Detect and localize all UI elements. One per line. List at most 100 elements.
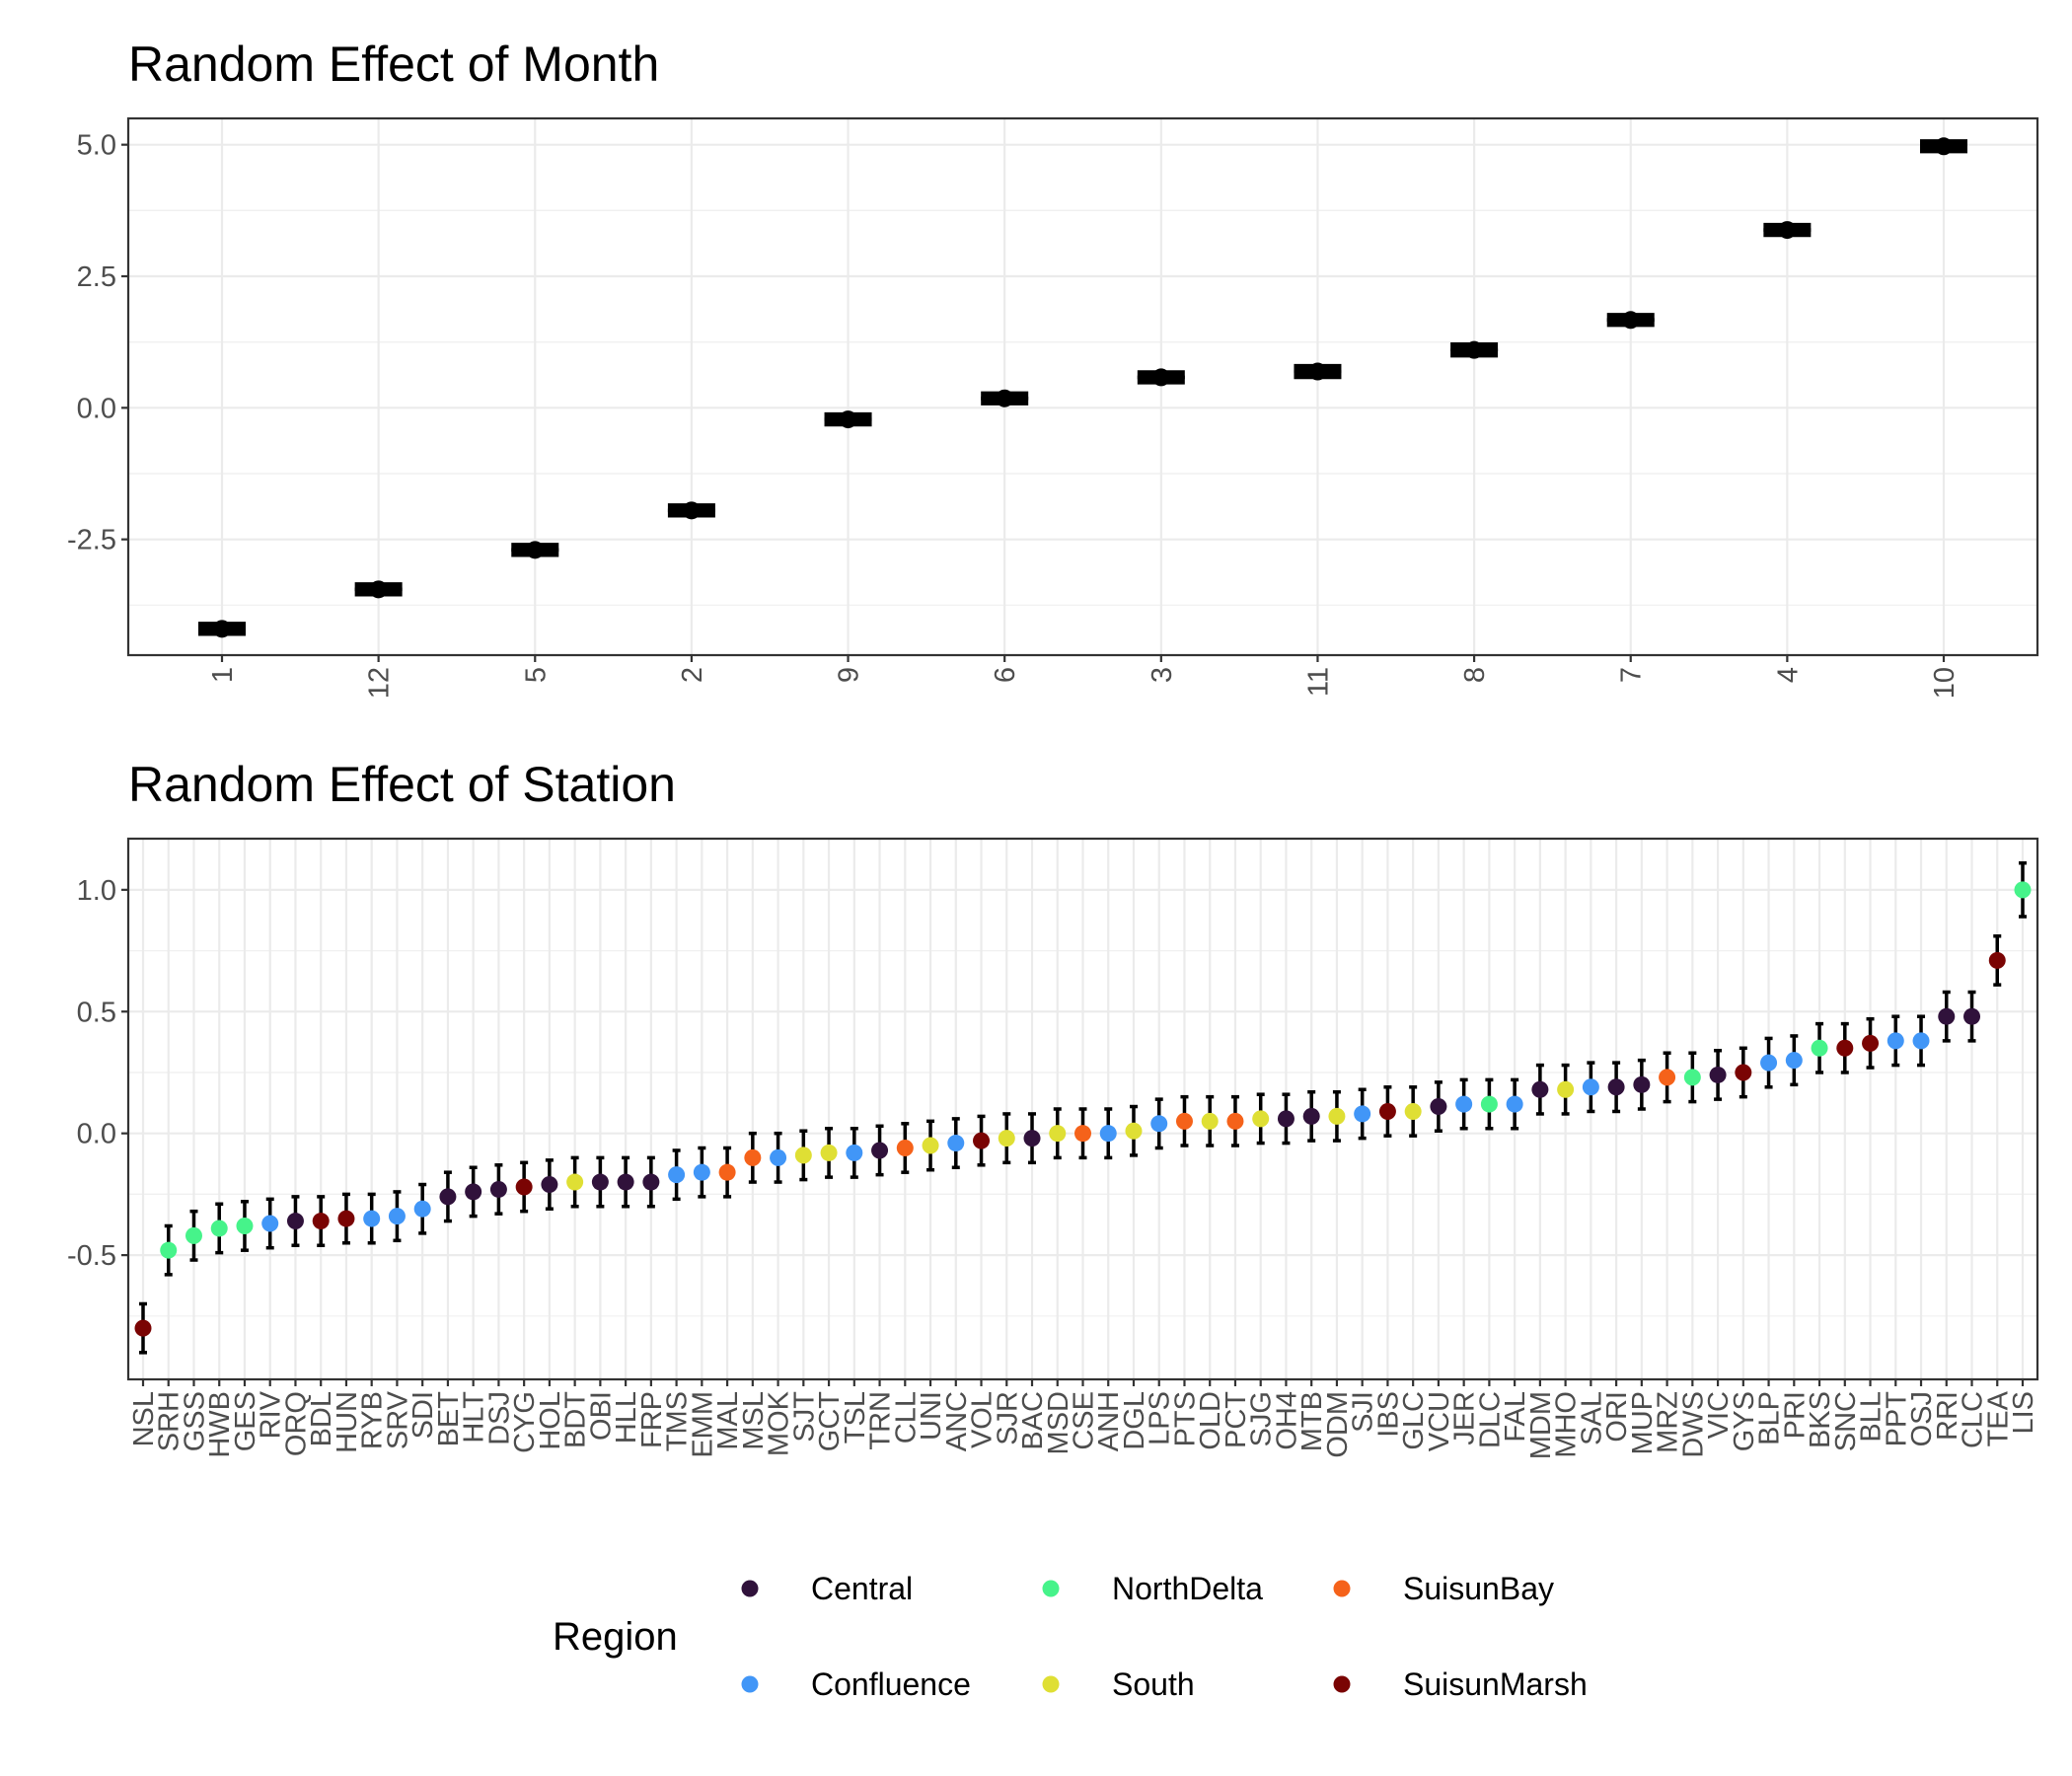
data-point-BKS — [1811, 1039, 1828, 1057]
legend-key-SuisunMarsh — [1333, 1675, 1351, 1693]
data-point-ANC — [947, 1135, 965, 1152]
x-tick-label: GCT — [814, 1391, 846, 1452]
data-point-SNC — [1836, 1039, 1854, 1057]
y-tick-label: 2.5 — [77, 261, 116, 293]
data-point-BAC — [1023, 1130, 1041, 1147]
data-point-TEA — [1988, 951, 2006, 969]
station-chart-title: Random Effect of Station — [128, 757, 676, 812]
data-point-TSL — [846, 1144, 863, 1161]
data-point-SRH — [160, 1241, 178, 1259]
x-tick-label: BDL — [306, 1391, 337, 1446]
x-tick-label: VIC — [1703, 1391, 1735, 1439]
data-point-MRZ — [1659, 1069, 1676, 1086]
data-point-DSJ — [489, 1180, 507, 1198]
x-tick-label: MUP — [1627, 1391, 1659, 1454]
data-point-OSJ — [1912, 1032, 1930, 1050]
x-tick-label: 9 — [834, 667, 865, 683]
data-point-9 — [839, 410, 857, 429]
x-tick-label: CYG — [509, 1391, 541, 1453]
x-tick-label: PCT — [1221, 1391, 1252, 1448]
plot-background — [128, 118, 2037, 655]
data-point-VOL — [973, 1132, 991, 1149]
x-tick-label: RYB — [357, 1391, 389, 1449]
data-point-GLC — [1404, 1102, 1422, 1120]
x-tick-label: BAC — [1017, 1391, 1049, 1450]
legend-label-NorthDelta: NorthDelta — [1112, 1571, 1263, 1606]
x-tick-label: 4 — [1772, 667, 1804, 683]
x-tick-label: PTS — [1169, 1391, 1201, 1446]
data-point-VCU — [1430, 1098, 1447, 1116]
data-point-SJT — [794, 1147, 812, 1164]
x-tick-label: LIS — [2008, 1391, 2039, 1435]
x-tick-label: UNI — [916, 1391, 947, 1441]
y-tick-label: 0.0 — [77, 1119, 116, 1150]
data-point-SJG — [1252, 1110, 1270, 1128]
data-point-ORQ — [286, 1213, 304, 1230]
x-tick-label: MHO — [1551, 1391, 1583, 1458]
x-tick-label: RIV — [256, 1390, 287, 1439]
x-tick-label: SNC — [1830, 1391, 1862, 1451]
data-point-FAL — [1506, 1095, 1523, 1113]
legend-key-SuisunBay — [1333, 1580, 1351, 1597]
data-point-MSD — [1049, 1125, 1067, 1143]
data-point-CYG — [515, 1178, 533, 1196]
data-point-BLL — [1862, 1034, 1880, 1052]
data-point-SRV — [388, 1208, 406, 1225]
y-tick-label: 0.5 — [77, 997, 116, 1028]
data-point-SJR — [998, 1130, 1015, 1147]
data-point-TRN — [871, 1142, 889, 1159]
legend-key-Confluence — [741, 1675, 759, 1693]
x-tick-label: GLC — [1398, 1391, 1430, 1450]
data-point-GYS — [1735, 1064, 1752, 1081]
data-point-LIS — [2014, 881, 2032, 899]
x-tick-label: MRZ — [1653, 1391, 1684, 1453]
x-tick-label: 1 — [207, 667, 239, 683]
x-tick-label: 7 — [1616, 667, 1648, 683]
x-tick-label: LPS — [1145, 1391, 1176, 1445]
data-point-HOL — [541, 1176, 558, 1194]
data-point-CLC — [1963, 1007, 1981, 1025]
data-point-5 — [526, 541, 545, 559]
data-point-MHO — [1557, 1080, 1575, 1098]
data-point-PCT — [1226, 1112, 1244, 1130]
x-tick-label: DSJ — [483, 1391, 515, 1445]
legend-title: Region — [553, 1615, 678, 1659]
x-tick-label: ANH — [1093, 1391, 1125, 1451]
x-tick-label: SJI — [1348, 1391, 1379, 1433]
data-point-NSL — [134, 1319, 152, 1337]
data-point-TMS — [668, 1166, 686, 1184]
x-tick-label: ODM — [1322, 1391, 1354, 1458]
x-tick-label: JER — [1449, 1391, 1481, 1445]
x-tick-label: OBI — [585, 1391, 617, 1441]
x-tick-label: NSL — [128, 1391, 160, 1446]
data-point-SAL — [1582, 1078, 1599, 1096]
data-point-HLT — [465, 1183, 482, 1201]
y-tick-label: 0.0 — [77, 393, 116, 424]
y-tick-label: -0.5 — [67, 1240, 116, 1272]
x-tick-label: VCU — [1424, 1391, 1455, 1451]
legend-label-SuisunBay: SuisunBay — [1403, 1571, 1554, 1606]
data-point-OLD — [1201, 1112, 1219, 1130]
data-point-ODM — [1328, 1107, 1346, 1125]
data-point-6 — [996, 389, 1014, 407]
x-tick-label: BKS — [1805, 1391, 1836, 1448]
x-tick-label: HUN — [332, 1391, 363, 1453]
x-tick-label: SRV — [382, 1390, 413, 1449]
legend-key-NorthDelta — [1042, 1580, 1060, 1597]
x-tick-label: ANC — [941, 1391, 973, 1451]
x-tick-label: GSS — [179, 1391, 210, 1451]
x-tick-label: GES — [230, 1391, 261, 1451]
x-tick-label: MSL — [738, 1391, 770, 1450]
x-tick-label: 2 — [677, 667, 708, 683]
x-tick-label: OH4 — [1271, 1391, 1302, 1450]
data-point-8 — [1465, 340, 1484, 359]
x-tick-label: FAL — [1500, 1391, 1531, 1443]
x-tick-label: 10 — [1929, 667, 1961, 699]
x-tick-label: TRN — [865, 1391, 897, 1450]
data-point-7 — [1621, 311, 1640, 330]
data-point-MDM — [1531, 1080, 1549, 1098]
data-point-JER — [1455, 1095, 1473, 1113]
x-tick-label: 8 — [1459, 667, 1491, 683]
data-point-FRP — [642, 1173, 660, 1191]
